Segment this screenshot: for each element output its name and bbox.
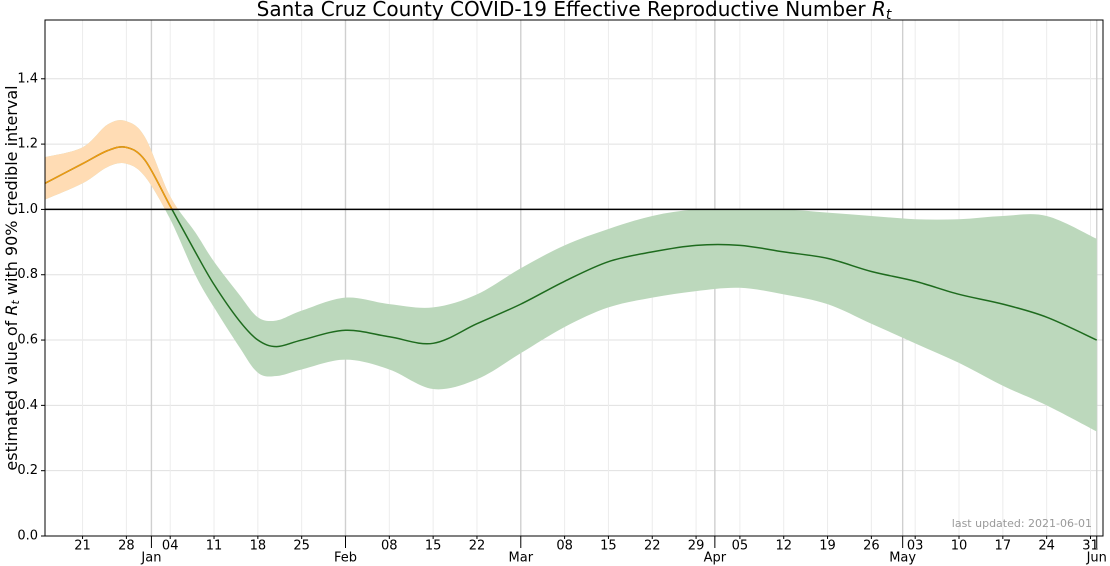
x-tick-label: 04 [162,539,179,554]
ylabel-subscript: t [9,300,22,305]
x-tick-label: 15 [600,539,617,554]
x-tick-label: 03 [907,539,924,554]
x-tick-label: 05 [732,539,749,554]
x-tick-label: 26 [863,539,880,554]
plot-frame [44,19,1104,537]
x-tick-label: 22 [469,539,486,554]
ylabel-symbol: R [2,305,21,316]
title-symbol: R [872,0,886,21]
y-tick-label: 0.2 [17,463,38,478]
x-tick-label: 18 [250,539,267,554]
y-axis-label: estimated value of Rt with 90% credible … [2,85,23,470]
chart-title: Santa Cruz County COVID-19 Effective Rep… [257,0,892,23]
y-tick-label: 1.4 [17,71,38,86]
x-tick-label: 19 [819,539,836,554]
ylabel-text: with 90% credible interval [2,85,21,300]
x-tick-label: May [889,551,916,566]
title-text: Santa Cruz County COVID-19 Effective Rep… [257,0,872,21]
x-tick-label: 31 [1082,539,1099,554]
x-tick-label: 28 [118,539,135,554]
x-tick-label: 08 [556,539,573,554]
x-tick-label: Jun [1086,551,1107,566]
credible-band [45,120,1097,432]
x-tick-label: Feb [334,551,357,566]
rt-line-above [45,146,173,210]
ylabel-text: estimated value of [2,316,21,471]
x-tick-label: 17 [995,539,1012,554]
credible-band-above [45,120,784,210]
y-tick-label: 0.6 [17,333,38,348]
x-tick-label: 11 [206,539,223,554]
x-tick-label: 15 [425,539,442,554]
annotation: last updated: 2021-06-01 [952,517,1092,530]
y-tick-label: 0.8 [17,267,38,282]
x-tick-label: 08 [381,539,398,554]
x-tick-label: 22 [644,539,661,554]
x-tick-label: 25 [293,539,310,554]
title-subscript: t [886,7,892,23]
x-tick-label: 29 [688,539,705,554]
y-tick-label: 0.0 [17,529,38,544]
x-tick-label: 21 [74,539,91,554]
y-tick-label: 1.0 [17,202,38,217]
y-tick-label: 0.4 [17,398,38,413]
x-tick-label: 12 [775,539,792,554]
x-tick-label: Mar [509,551,534,566]
x-tick-label: 10 [951,539,968,554]
x-tick-label: Apr [704,551,727,566]
x-tick-label: 24 [1038,539,1055,554]
x-tick-label: Jan [140,551,161,566]
y-tick-label: 1.2 [17,137,38,152]
